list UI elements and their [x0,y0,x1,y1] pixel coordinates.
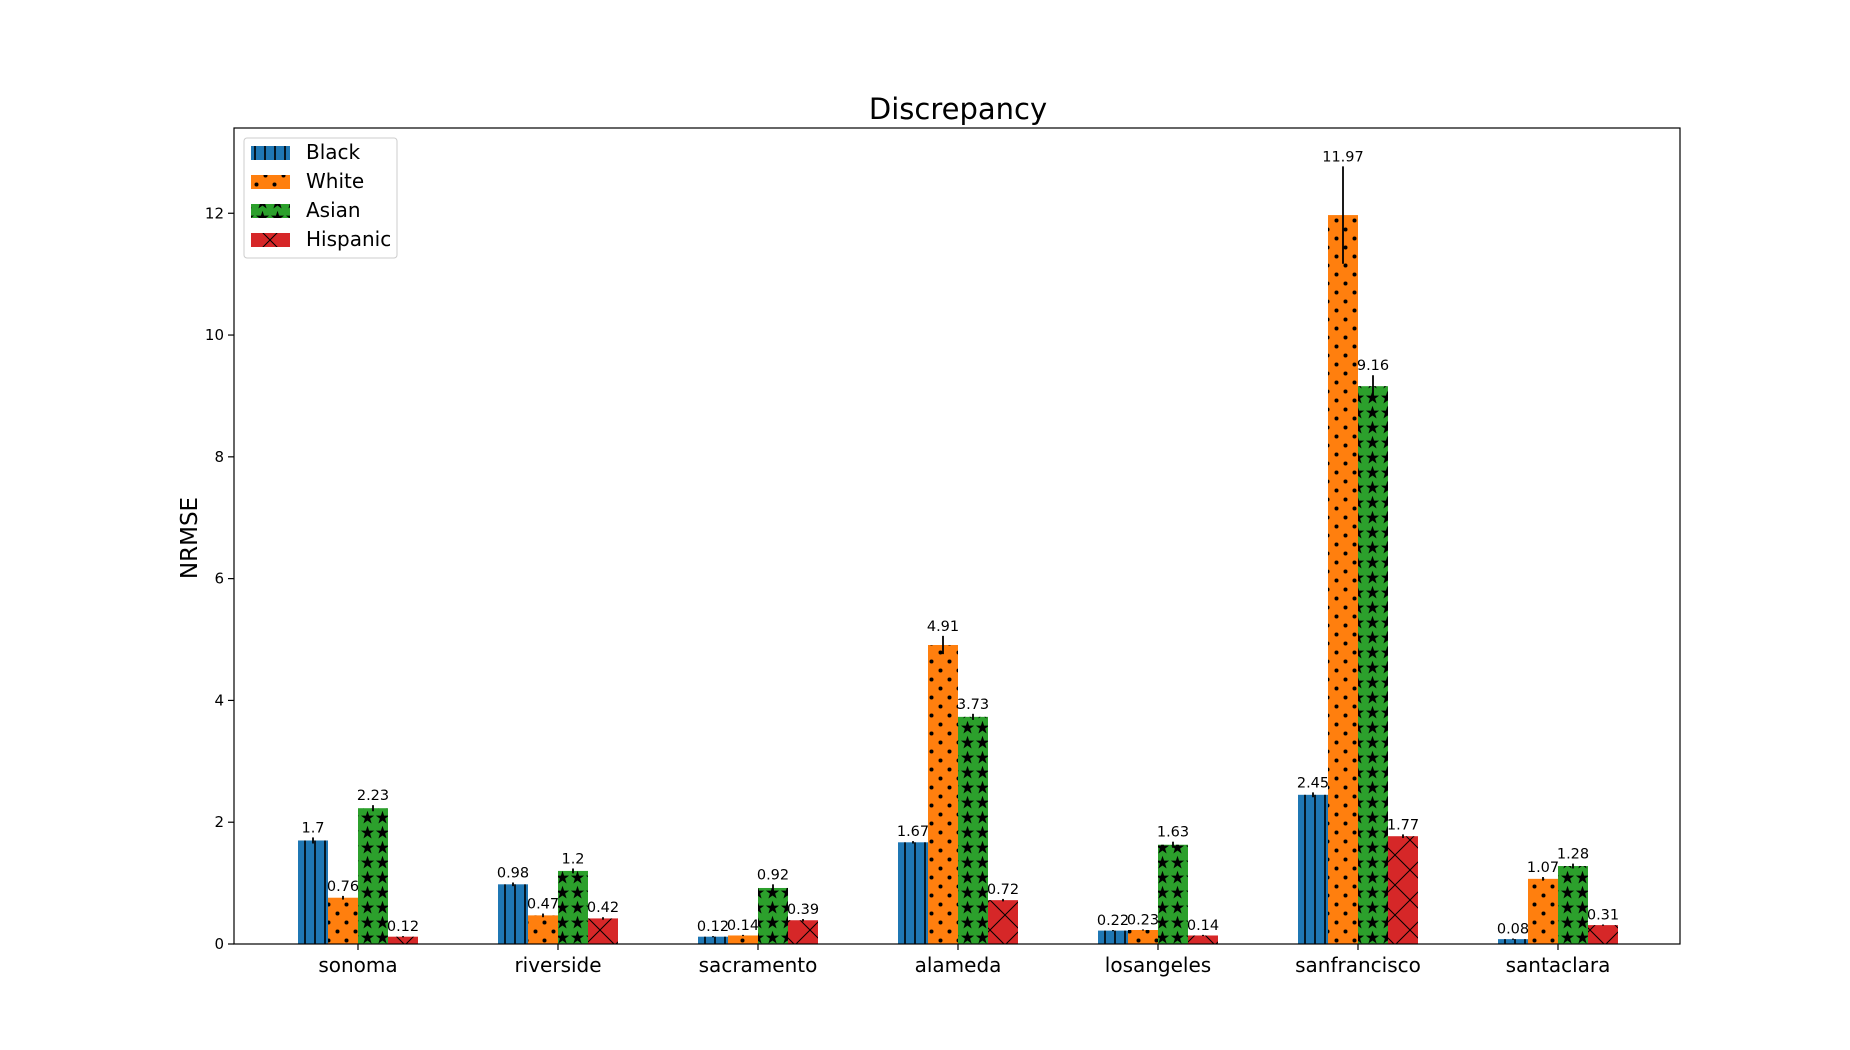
data-label-hispanic-alameda: 0.72 [987,882,1019,898]
data-label-hispanic-sonoma: 0.12 [387,919,419,935]
data-label-black-santaclara: 0.08 [1497,922,1529,938]
legend-swatch-hatch-hispanic [251,233,290,247]
bar-hatch-asian-sanfrancisco [1358,386,1388,944]
bar-hatch-black-losangeles [1098,930,1128,944]
bar-hatch-hispanic-sacramento [788,920,818,944]
data-label-asian-riverside: 1.2 [561,851,584,867]
x-tick-label-santaclara: santaclara [1506,953,1611,977]
data-label-white-alameda: 4.91 [927,619,959,635]
legend-swatch-hatch-black [251,146,290,160]
legend-label-hispanic: Hispanic [306,227,391,251]
chart-title: Discrepancy [869,92,1047,126]
data-label-black-losangeles: 0.22 [1097,913,1129,929]
y-tick-label: 10 [205,326,224,344]
x-axis: sonoma riverside sacramento alameda losangel… [318,944,1610,977]
bar-hatch-white-sonoma [328,897,358,944]
data-label-asian-santaclara: 1.28 [1557,847,1589,863]
y-tick-label: 6 [214,570,224,588]
data-label-asian-sacramento: 0.92 [757,867,789,883]
bar-hatch-black-santaclara [1498,939,1528,944]
bar-hatch-hispanic-riverside [588,918,618,944]
data-label-hispanic-sanfrancisco: 1.77 [1387,817,1419,833]
x-tick-label-sonoma: sonoma [318,953,397,977]
bar-hatch-asian-riverside [558,870,588,944]
bar-hatch-asian-santaclara [1558,866,1588,944]
y-tick-label: 2 [214,813,224,831]
bar-hatch-hispanic-sonoma [388,936,418,944]
legend-box [243,137,398,259]
data-label-black-sacramento: 0.12 [697,919,729,935]
bar-hatch-white-santaclara [1528,878,1558,944]
bar-hatch-asian-alameda [958,716,988,944]
error-bars [312,166,1604,940]
data-label-black-sanfrancisco: 2.45 [1297,775,1329,791]
bar-hatch-white-sacramento [728,935,758,944]
data-label-white-santaclara: 1.07 [1527,860,1559,876]
y-tick-label: 12 [205,204,224,222]
bar-hatch-white-riverside [528,915,558,944]
legend-label-black: Black [306,140,361,164]
plot-frame [233,127,1681,945]
data-label-black-riverside: 0.98 [497,865,529,881]
data-label-hispanic-riverside: 0.42 [587,900,619,916]
y-axis: 0 2 4 6 8 10 12 [205,204,234,953]
y-tick-label: 8 [214,448,224,466]
data-label-white-sanfrancisco: 11.97 [1322,149,1364,165]
x-tick-label-riverside: riverside [514,953,601,977]
data-label-white-sacramento: 0.14 [727,918,759,934]
data-label-asian-losangeles: 1.63 [1157,825,1189,841]
x-tick-label-sacramento: sacramento [699,953,818,977]
bar-hatch-hispanic-sanfrancisco [1388,836,1418,944]
bar-hatch-asian-losangeles [1158,844,1188,944]
bars [298,215,1618,945]
x-tick-label-sanfrancisco: sanfrancisco [1295,953,1421,977]
legend: Black White Asian Hispanic [243,137,398,259]
x-tick-label-alameda: alameda [915,953,1002,977]
data-label-hispanic-santaclara: 0.31 [1587,908,1619,924]
legend-swatch-hatch-asian [251,204,290,218]
bar-hatch-hispanic-santaclara [1588,925,1618,944]
bar-hatch-hispanic-losangeles [1188,935,1218,944]
legend-label-asian: Asian [306,198,361,222]
y-tick-label: 4 [214,691,224,709]
bar-hatch-white-sanfrancisco [1328,215,1358,945]
data-label-asian-alameda: 3.73 [957,697,989,713]
y-tick-label: 0 [214,935,224,953]
data-labels: 1.70.762.230.120.980.471.20.420.120.140.… [301,149,1619,937]
bar-hatch-black-sacramento [698,936,728,944]
x-tick-label-losangeles: losangeles [1105,953,1211,977]
data-label-white-losangeles: 0.23 [1127,912,1159,928]
bar-hatch-black-sonoma [298,840,328,944]
bar-hatch-hispanic-alameda [988,900,1018,944]
data-label-asian-sonoma: 2.23 [357,788,389,804]
data-label-hispanic-losangeles: 0.14 [1187,918,1219,934]
data-label-black-alameda: 1.67 [897,824,929,840]
legend-swatch-hatch-white [251,175,290,189]
bar-hatch-black-alameda [898,842,928,944]
y-axis-title: NRMSE [177,497,203,579]
data-label-hispanic-sacramento: 0.39 [787,902,819,918]
bar-hatch-black-riverside [498,884,528,944]
data-label-asian-sanfrancisco: 9.16 [1357,358,1389,374]
bar-hatch-asian-sonoma [358,808,388,944]
data-label-black-sonoma: 1.7 [301,820,324,836]
bar-hatch-asian-sacramento [758,887,788,944]
legend-label-white: White [306,169,364,193]
bar-hatch-black-sanfrancisco [1298,794,1328,944]
bar-hatch-white-alameda [928,645,958,944]
data-label-white-riverside: 0.47 [527,897,559,913]
data-label-white-sonoma: 0.76 [327,879,359,895]
bar-hatch-white-losangeles [1128,929,1158,944]
